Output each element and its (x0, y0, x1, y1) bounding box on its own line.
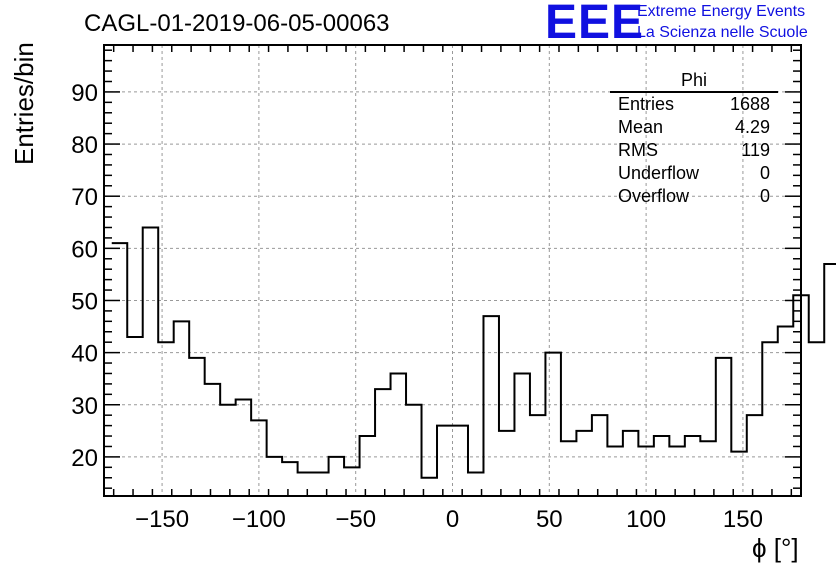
stats-value: 119 (741, 140, 770, 160)
stats-title: Phi (610, 70, 778, 93)
histogram-bin (375, 389, 390, 496)
histogram-outline (111, 226, 836, 479)
histogram-bin (282, 462, 297, 496)
histogram-bin (700, 441, 715, 496)
histogram-bin (251, 420, 266, 496)
histogram-bin (143, 227, 158, 496)
histogram-bin (499, 431, 514, 496)
stats-row-underflow: Underflow 0 (610, 162, 778, 185)
histogram-bin (360, 436, 375, 496)
logo-subtitle-line1: Extreme Energy Events (637, 3, 806, 20)
x-tick-label: 0 (446, 506, 459, 533)
chart-title: CAGL-01-2019-06-05-00063 (84, 10, 390, 37)
histogram-bin (189, 358, 204, 496)
histogram-bin (576, 431, 591, 496)
stats-value: 0 (759, 186, 770, 206)
stats-row-rms: RMS 119 (610, 139, 778, 162)
stats-row-overflow: Overflow 0 (610, 185, 778, 208)
y-tick-label: 20 (71, 445, 98, 472)
x-tick-label: 150 (723, 506, 763, 533)
histogram-bin (112, 243, 127, 496)
x-tick-label: 50 (536, 506, 563, 533)
histogram-bin (809, 342, 824, 496)
y-axis-label: Entries/bin (9, 42, 39, 165)
stats-row-mean: Mean 4.29 (610, 116, 778, 139)
stats-label: Entries (618, 94, 675, 114)
histogram-bin (437, 426, 452, 496)
histogram-bin (514, 373, 529, 496)
histogram-bin (669, 446, 684, 496)
histogram-bin (530, 415, 545, 496)
histogram-bin (762, 342, 777, 496)
histogram-bin (158, 342, 173, 496)
tick-label-layer: −150 −100 −50 0 50 100 150 20 30 40 50 60 70 80 90 (71, 80, 763, 533)
plot-frame (103, 44, 802, 497)
stats-label: Underflow (618, 163, 700, 183)
histogram-bin (391, 373, 406, 496)
histogram-bin (406, 405, 421, 496)
stats-label: Mean (618, 117, 664, 137)
stats-box: Phi Entries 1688 Mean 4.29 RMS 119 Under… (610, 70, 778, 208)
stats-row-entries: Entries 1688 (610, 93, 778, 116)
y-tick-label: 80 (71, 132, 98, 159)
stats-value: 0 (759, 163, 770, 183)
logo-subtitle-line2: La Scienza nelle Scuole (637, 24, 808, 41)
histogram-bin (638, 446, 653, 496)
histogram-bin (329, 457, 344, 496)
histogram-bin (483, 316, 498, 496)
histogram-bin (561, 441, 576, 496)
x-tick-label: 100 (626, 506, 666, 533)
histogram-bin (220, 405, 235, 496)
x-tick-label: −150 (135, 506, 189, 533)
histogram-bin (453, 426, 468, 496)
histogram-bin (236, 400, 251, 496)
histogram-bin (623, 431, 638, 496)
x-tick-label: −50 (335, 506, 376, 533)
stats-value: 1688 (729, 94, 770, 114)
histogram-bin (298, 473, 313, 496)
y-tick-label: 40 (71, 341, 98, 368)
tick-layer (104, 45, 801, 496)
histogram-bin (654, 436, 669, 496)
histogram-bin (545, 353, 560, 496)
stats-label: Overflow (618, 186, 690, 206)
y-tick-label: 50 (71, 288, 98, 315)
x-tick-label: −100 (232, 506, 286, 533)
histogram-bin (716, 358, 731, 496)
histogram-bin (205, 384, 220, 496)
histogram-bin (592, 415, 607, 496)
histogram-bin (174, 321, 189, 496)
eee-logo: EEE (545, 0, 645, 49)
histogram-bin (824, 264, 836, 496)
y-tick-label: 70 (71, 184, 98, 211)
y-tick-label: 90 (71, 80, 98, 107)
histogram-bin (747, 415, 762, 496)
histogram-bin (685, 436, 700, 496)
y-tick-label: 60 (71, 236, 98, 263)
stats-value: 4.29 (734, 117, 770, 137)
histogram-layer (111, 226, 836, 496)
x-axis-label: ϕ [°] (752, 533, 799, 563)
stats-label: RMS (618, 140, 658, 160)
histogram-bin (127, 337, 142, 496)
y-tick-label: 30 (71, 393, 98, 420)
histogram-bin (607, 446, 622, 496)
